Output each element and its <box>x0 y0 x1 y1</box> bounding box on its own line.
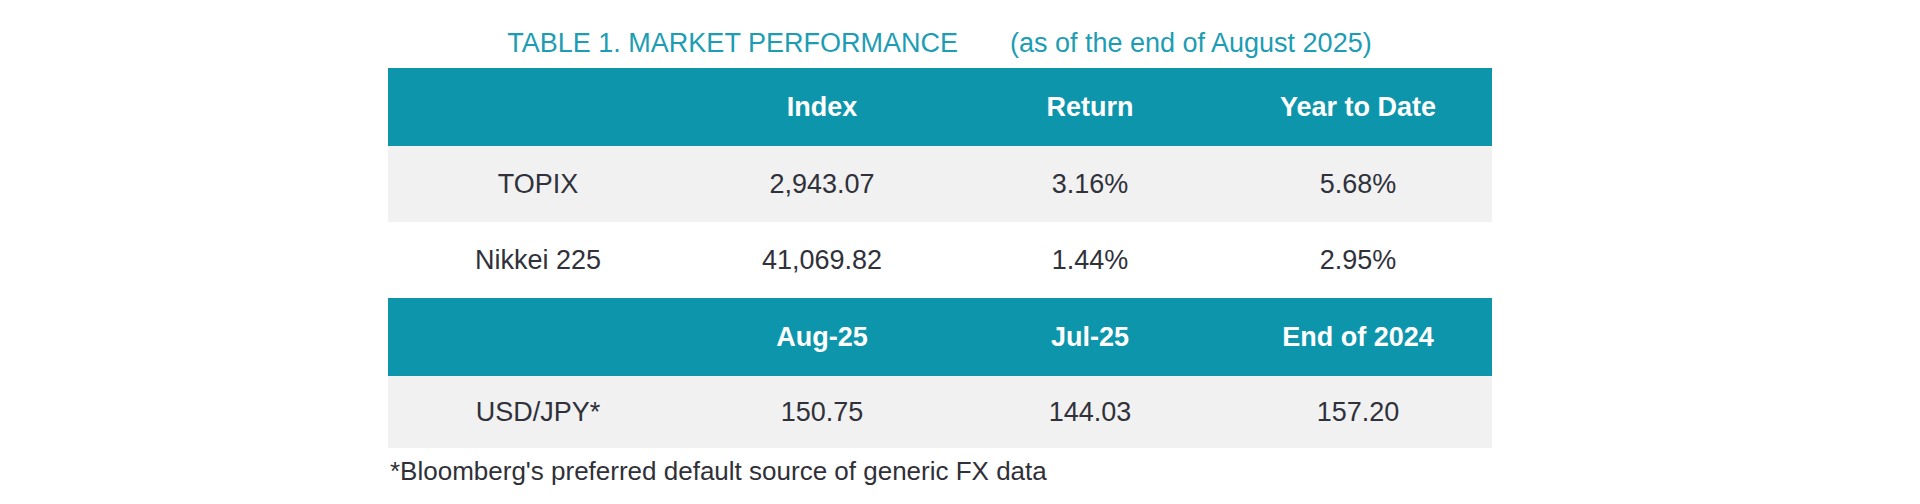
fx-header-row: Aug-25 Jul-25 End of 2024 <box>388 298 1492 376</box>
row-label-topix: TOPIX <box>388 146 688 222</box>
table-row-topix: TOPIX 2,943.07 3.16% 5.68% <box>388 146 1492 222</box>
table-title-main: TABLE 1. MARKET PERFORMANCE <box>507 30 958 57</box>
column-header-jul25: Jul-25 <box>956 298 1224 376</box>
topix-ytd-value: 5.68% <box>1224 146 1492 222</box>
index-header-row: Index Return Year to Date <box>388 68 1492 146</box>
table-title-date: (as of the end of August 2025) <box>1010 30 1372 57</box>
column-header-end-of-2024: End of 2024 <box>1224 298 1492 376</box>
usdjpy-end2024-value: 157.20 <box>1224 376 1492 448</box>
column-header-return: Return <box>956 68 1224 146</box>
column-header-index: Index <box>688 68 956 146</box>
table-row-nikkei: Nikkei 225 41,069.82 1.44% 2.95% <box>388 222 1492 298</box>
row-label-nikkei: Nikkei 225 <box>388 222 688 298</box>
market-performance-table: Index Return Year to Date TOPIX 2,943.07… <box>388 68 1492 448</box>
footnote: *Bloomberg's preferred default source of… <box>390 456 1047 487</box>
usdjpy-jul25-value: 144.03 <box>956 376 1224 448</box>
table-title: TABLE 1. MARKET PERFORMANCE (as of the e… <box>388 30 1491 57</box>
topix-index-value: 2,943.07 <box>688 146 956 222</box>
column-header-aug25: Aug-25 <box>688 298 956 376</box>
column-header-empty <box>388 68 688 146</box>
topix-return-value: 3.16% <box>956 146 1224 222</box>
column-header-year-to-date: Year to Date <box>1224 68 1492 146</box>
nikkei-index-value: 41,069.82 <box>688 222 956 298</box>
nikkei-ytd-value: 2.95% <box>1224 222 1492 298</box>
table-row-usdjpy: USD/JPY* 150.75 144.03 157.20 <box>388 376 1492 448</box>
page-canvas: TABLE 1. MARKET PERFORMANCE (as of the e… <box>0 0 1920 504</box>
column-header-empty <box>388 298 688 376</box>
row-label-usdjpy: USD/JPY* <box>388 376 688 448</box>
nikkei-return-value: 1.44% <box>956 222 1224 298</box>
usdjpy-aug25-value: 150.75 <box>688 376 956 448</box>
